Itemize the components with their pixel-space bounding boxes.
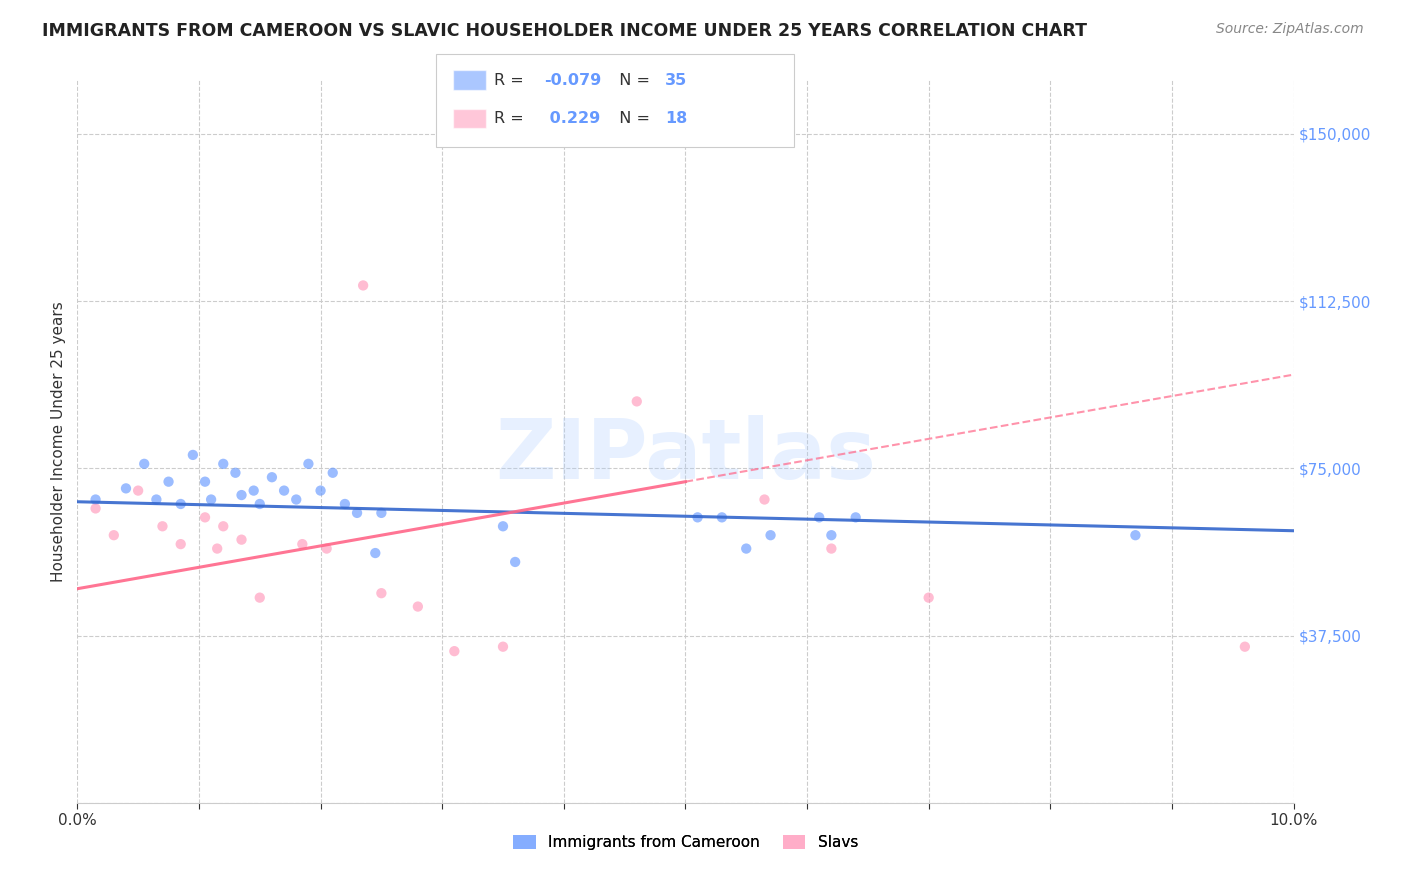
- Point: [194, 475, 217, 489]
- Point: [346, 506, 368, 520]
- Text: IMMIGRANTS FROM CAMEROON VS SLAVIC HOUSEHOLDER INCOME UNDER 25 YEARS CORRELATION: IMMIGRANTS FROM CAMEROON VS SLAVIC HOUSE…: [42, 22, 1087, 40]
- Point: [443, 644, 465, 658]
- Point: [754, 492, 776, 507]
- Point: [242, 483, 264, 498]
- Point: [406, 599, 429, 614]
- Point: [249, 497, 271, 511]
- Point: [918, 591, 941, 605]
- Point: [808, 510, 831, 524]
- Point: [231, 488, 253, 502]
- Point: [145, 492, 167, 507]
- Point: [152, 519, 174, 533]
- Point: [291, 537, 314, 551]
- Point: [845, 510, 868, 524]
- Point: [322, 466, 344, 480]
- Point: [370, 586, 392, 600]
- Text: 18: 18: [665, 112, 688, 126]
- Point: [127, 483, 149, 498]
- Point: [134, 457, 156, 471]
- Point: [285, 492, 308, 507]
- Text: Source: ZipAtlas.com: Source: ZipAtlas.com: [1216, 22, 1364, 37]
- Point: [492, 640, 515, 654]
- Point: [181, 448, 204, 462]
- Point: [200, 492, 222, 507]
- Point: [710, 510, 733, 524]
- Point: [260, 470, 283, 484]
- Point: [1125, 528, 1147, 542]
- Point: [364, 546, 387, 560]
- Point: [84, 492, 107, 507]
- Point: [626, 394, 648, 409]
- Legend: Immigrants from Cameroon, Slavs: Immigrants from Cameroon, Slavs: [506, 830, 865, 856]
- Text: R =: R =: [494, 112, 529, 126]
- Point: [503, 555, 526, 569]
- Point: [1233, 640, 1256, 654]
- Point: [370, 506, 392, 520]
- Point: [205, 541, 228, 556]
- Point: [759, 528, 782, 542]
- Text: R =: R =: [494, 73, 529, 87]
- Point: [249, 591, 271, 605]
- Point: [212, 519, 235, 533]
- Point: [224, 466, 246, 480]
- Y-axis label: Householder Income Under 25 years: Householder Income Under 25 years: [51, 301, 66, 582]
- Point: [231, 533, 253, 547]
- Text: N =: N =: [609, 73, 655, 87]
- Point: [115, 482, 138, 496]
- Text: 0.229: 0.229: [544, 112, 600, 126]
- Point: [315, 541, 337, 556]
- Point: [103, 528, 125, 542]
- Point: [297, 457, 319, 471]
- Text: ZIPatlas: ZIPatlas: [495, 416, 876, 497]
- Point: [333, 497, 356, 511]
- Point: [84, 501, 107, 516]
- Point: [194, 510, 217, 524]
- Point: [352, 278, 374, 293]
- Point: [212, 457, 235, 471]
- Point: [157, 475, 180, 489]
- Point: [820, 541, 842, 556]
- Text: 35: 35: [665, 73, 688, 87]
- Text: N =: N =: [609, 112, 655, 126]
- Point: [820, 528, 842, 542]
- Text: -0.079: -0.079: [544, 73, 602, 87]
- Point: [492, 519, 515, 533]
- Point: [170, 537, 193, 551]
- Point: [170, 497, 193, 511]
- Point: [273, 483, 295, 498]
- Point: [309, 483, 332, 498]
- Point: [735, 541, 758, 556]
- Point: [686, 510, 709, 524]
